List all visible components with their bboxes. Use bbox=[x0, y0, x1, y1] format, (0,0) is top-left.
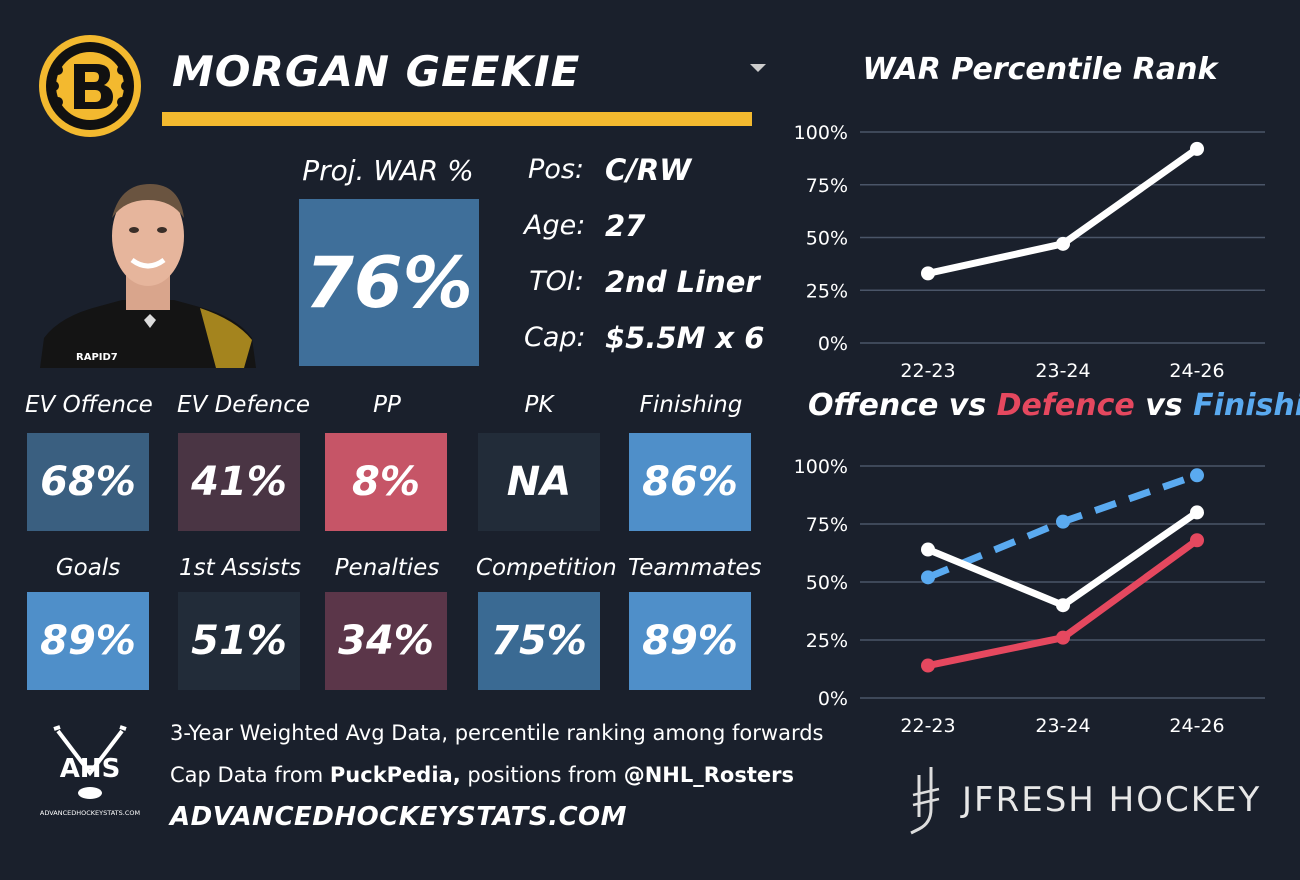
cap-value: $5.5M x 6 bbox=[605, 321, 765, 355]
footer-line-2-prefix: Cap Data from bbox=[170, 763, 330, 787]
tile-competition: 75% bbox=[478, 592, 600, 690]
toi-label: TOI: bbox=[529, 266, 584, 297]
tile-label-goals: Goals bbox=[55, 555, 121, 581]
tile-ev-defence: 41% bbox=[178, 433, 300, 531]
chart1-y-tick-2: 50% bbox=[806, 228, 848, 250]
tile-label-ev-defence: EV Defence bbox=[177, 392, 311, 418]
chart2-title-part-vs-2: vs bbox=[1134, 388, 1194, 423]
toi-value: 2nd Liner bbox=[605, 265, 760, 299]
tile-goals: 89% bbox=[27, 592, 149, 690]
chart2-series-0-point-2 bbox=[1190, 468, 1204, 483]
age-label: Age: bbox=[524, 210, 586, 241]
chart1-y-tick-1: 25% bbox=[806, 280, 848, 302]
chart1-title: WAR Percentile Rank bbox=[862, 52, 1218, 87]
chart1-series-line-0 bbox=[927, 146, 1200, 277]
chart2-title: Offence vs Defence vs Finishing bbox=[808, 388, 1300, 423]
chart2-series-0-point-1 bbox=[1056, 514, 1070, 529]
chevron-down-icon[interactable] bbox=[750, 64, 766, 72]
chart2-series-1-point-1 bbox=[1056, 598, 1070, 613]
chart1-x-tick-2: 24-26 bbox=[1169, 360, 1224, 382]
footer-nhl-rosters[interactable]: @NHL_Rosters bbox=[623, 763, 794, 787]
chart1-x-tick-0: 22-23 bbox=[900, 360, 955, 382]
chart1-x-tick-1: 23-24 bbox=[1035, 360, 1090, 382]
chart2-x-tick-1: 23-24 bbox=[1035, 715, 1090, 737]
chart2-series-1-point-2 bbox=[1190, 505, 1204, 520]
chart2-series-0-point-0 bbox=[921, 570, 935, 585]
jfresh-logo-icon bbox=[910, 767, 940, 835]
pos-label: Pos: bbox=[528, 154, 584, 185]
chart2-x-tick-2: 24-26 bbox=[1169, 715, 1224, 737]
player-photo: RAPID7 bbox=[40, 184, 256, 368]
chart2-title-part-finishing: Finishing bbox=[1193, 388, 1300, 423]
offence-defence-finishing-chart: 0% 25% 50% 75% 100% 22-23 23-24 24-26 bbox=[794, 456, 1265, 737]
site-link[interactable]: ADVANCEDHOCKEYSTATS.COM bbox=[170, 802, 628, 832]
chart1-y-tick-4: 100% bbox=[794, 122, 848, 144]
chart1-y-tick-0: 0% bbox=[818, 333, 848, 355]
pos-value: C/RW bbox=[605, 153, 692, 187]
chart2-y-tick-0: 0% bbox=[818, 688, 848, 710]
chart1-series-0-point-1 bbox=[1056, 236, 1070, 251]
chart2-series-1-point-0 bbox=[921, 542, 935, 557]
ahs-small-text: ADVANCEDHOCKEYSTATS.COM bbox=[40, 809, 140, 817]
chart2-x-tick-0: 22-23 bbox=[900, 715, 955, 737]
chart1-series-0-point-2 bbox=[1190, 141, 1204, 156]
tile-label-teammates: Teammates bbox=[628, 555, 762, 581]
tile-pp: 8% bbox=[325, 433, 447, 531]
footer-line-2: Cap Data from PuckPedia, positions from … bbox=[170, 763, 794, 787]
chart2-y-tick-4: 100% bbox=[794, 456, 848, 478]
chart2-series-2-point-2 bbox=[1190, 533, 1204, 548]
chart2-y-tick-2: 50% bbox=[806, 572, 848, 594]
chart2-title-part-defence: Defence bbox=[996, 388, 1135, 423]
proj-war-value: 76% bbox=[299, 199, 479, 366]
team-logo bbox=[39, 35, 141, 137]
tile-label-first-assists: 1st Assists bbox=[178, 555, 302, 581]
chart1-y-tick-3: 75% bbox=[806, 175, 848, 197]
chart2-y-tick-3: 75% bbox=[806, 514, 848, 536]
tile-label-pk: PK bbox=[524, 392, 554, 418]
tile-label-penalties: Penalties bbox=[334, 555, 440, 581]
war-percentile-chart: 0% 25% 50% 75% 100% 22-23 23-24 24-26 bbox=[794, 122, 1265, 382]
chart2-series-2-point-1 bbox=[1056, 630, 1070, 645]
footer-line-1: 3-Year Weighted Avg Data, percentile ran… bbox=[170, 721, 824, 745]
cap-label: Cap: bbox=[524, 322, 586, 353]
chart2-title-part-offence: Offence bbox=[808, 388, 939, 423]
tile-penalties: 34% bbox=[325, 592, 447, 690]
age-value: 27 bbox=[605, 209, 646, 243]
gold-divider bbox=[162, 112, 752, 126]
tile-ev-offence: 68% bbox=[27, 433, 149, 531]
footer-line-2-mid: positions from bbox=[460, 763, 624, 787]
proj-war-label: Proj. WAR % bbox=[302, 154, 474, 187]
footer-puckpedia[interactable]: PuckPedia, bbox=[329, 763, 461, 787]
tile-label-pp: PP bbox=[373, 392, 401, 418]
tile-pk: NA bbox=[478, 433, 600, 531]
chart2-series-2-point-0 bbox=[921, 658, 935, 673]
tile-label-ev-offence: EV Offence bbox=[25, 392, 153, 418]
tile-label-finishing: Finishing bbox=[639, 392, 743, 418]
player-name: MORGAN GEEKIE bbox=[172, 47, 581, 96]
tile-teammates: 89% bbox=[629, 592, 751, 690]
tile-finishing: 86% bbox=[629, 433, 751, 531]
chart2-title-part-vs-1: vs bbox=[938, 388, 997, 423]
chart2-y-tick-1: 25% bbox=[806, 630, 848, 652]
brand-name: JFRESH HOCKEY bbox=[962, 780, 1262, 820]
jersey-sponsor: RAPID7 bbox=[76, 352, 118, 363]
tile-label-competition: Competition bbox=[476, 555, 617, 581]
chart1-series-0-point-0 bbox=[921, 266, 935, 281]
ahs-logo: AHS ADVANCEDHOCKEYSTATS.COM bbox=[40, 725, 140, 817]
tile-first-assists: 51% bbox=[178, 592, 300, 690]
ahs-text: AHS bbox=[60, 754, 121, 784]
